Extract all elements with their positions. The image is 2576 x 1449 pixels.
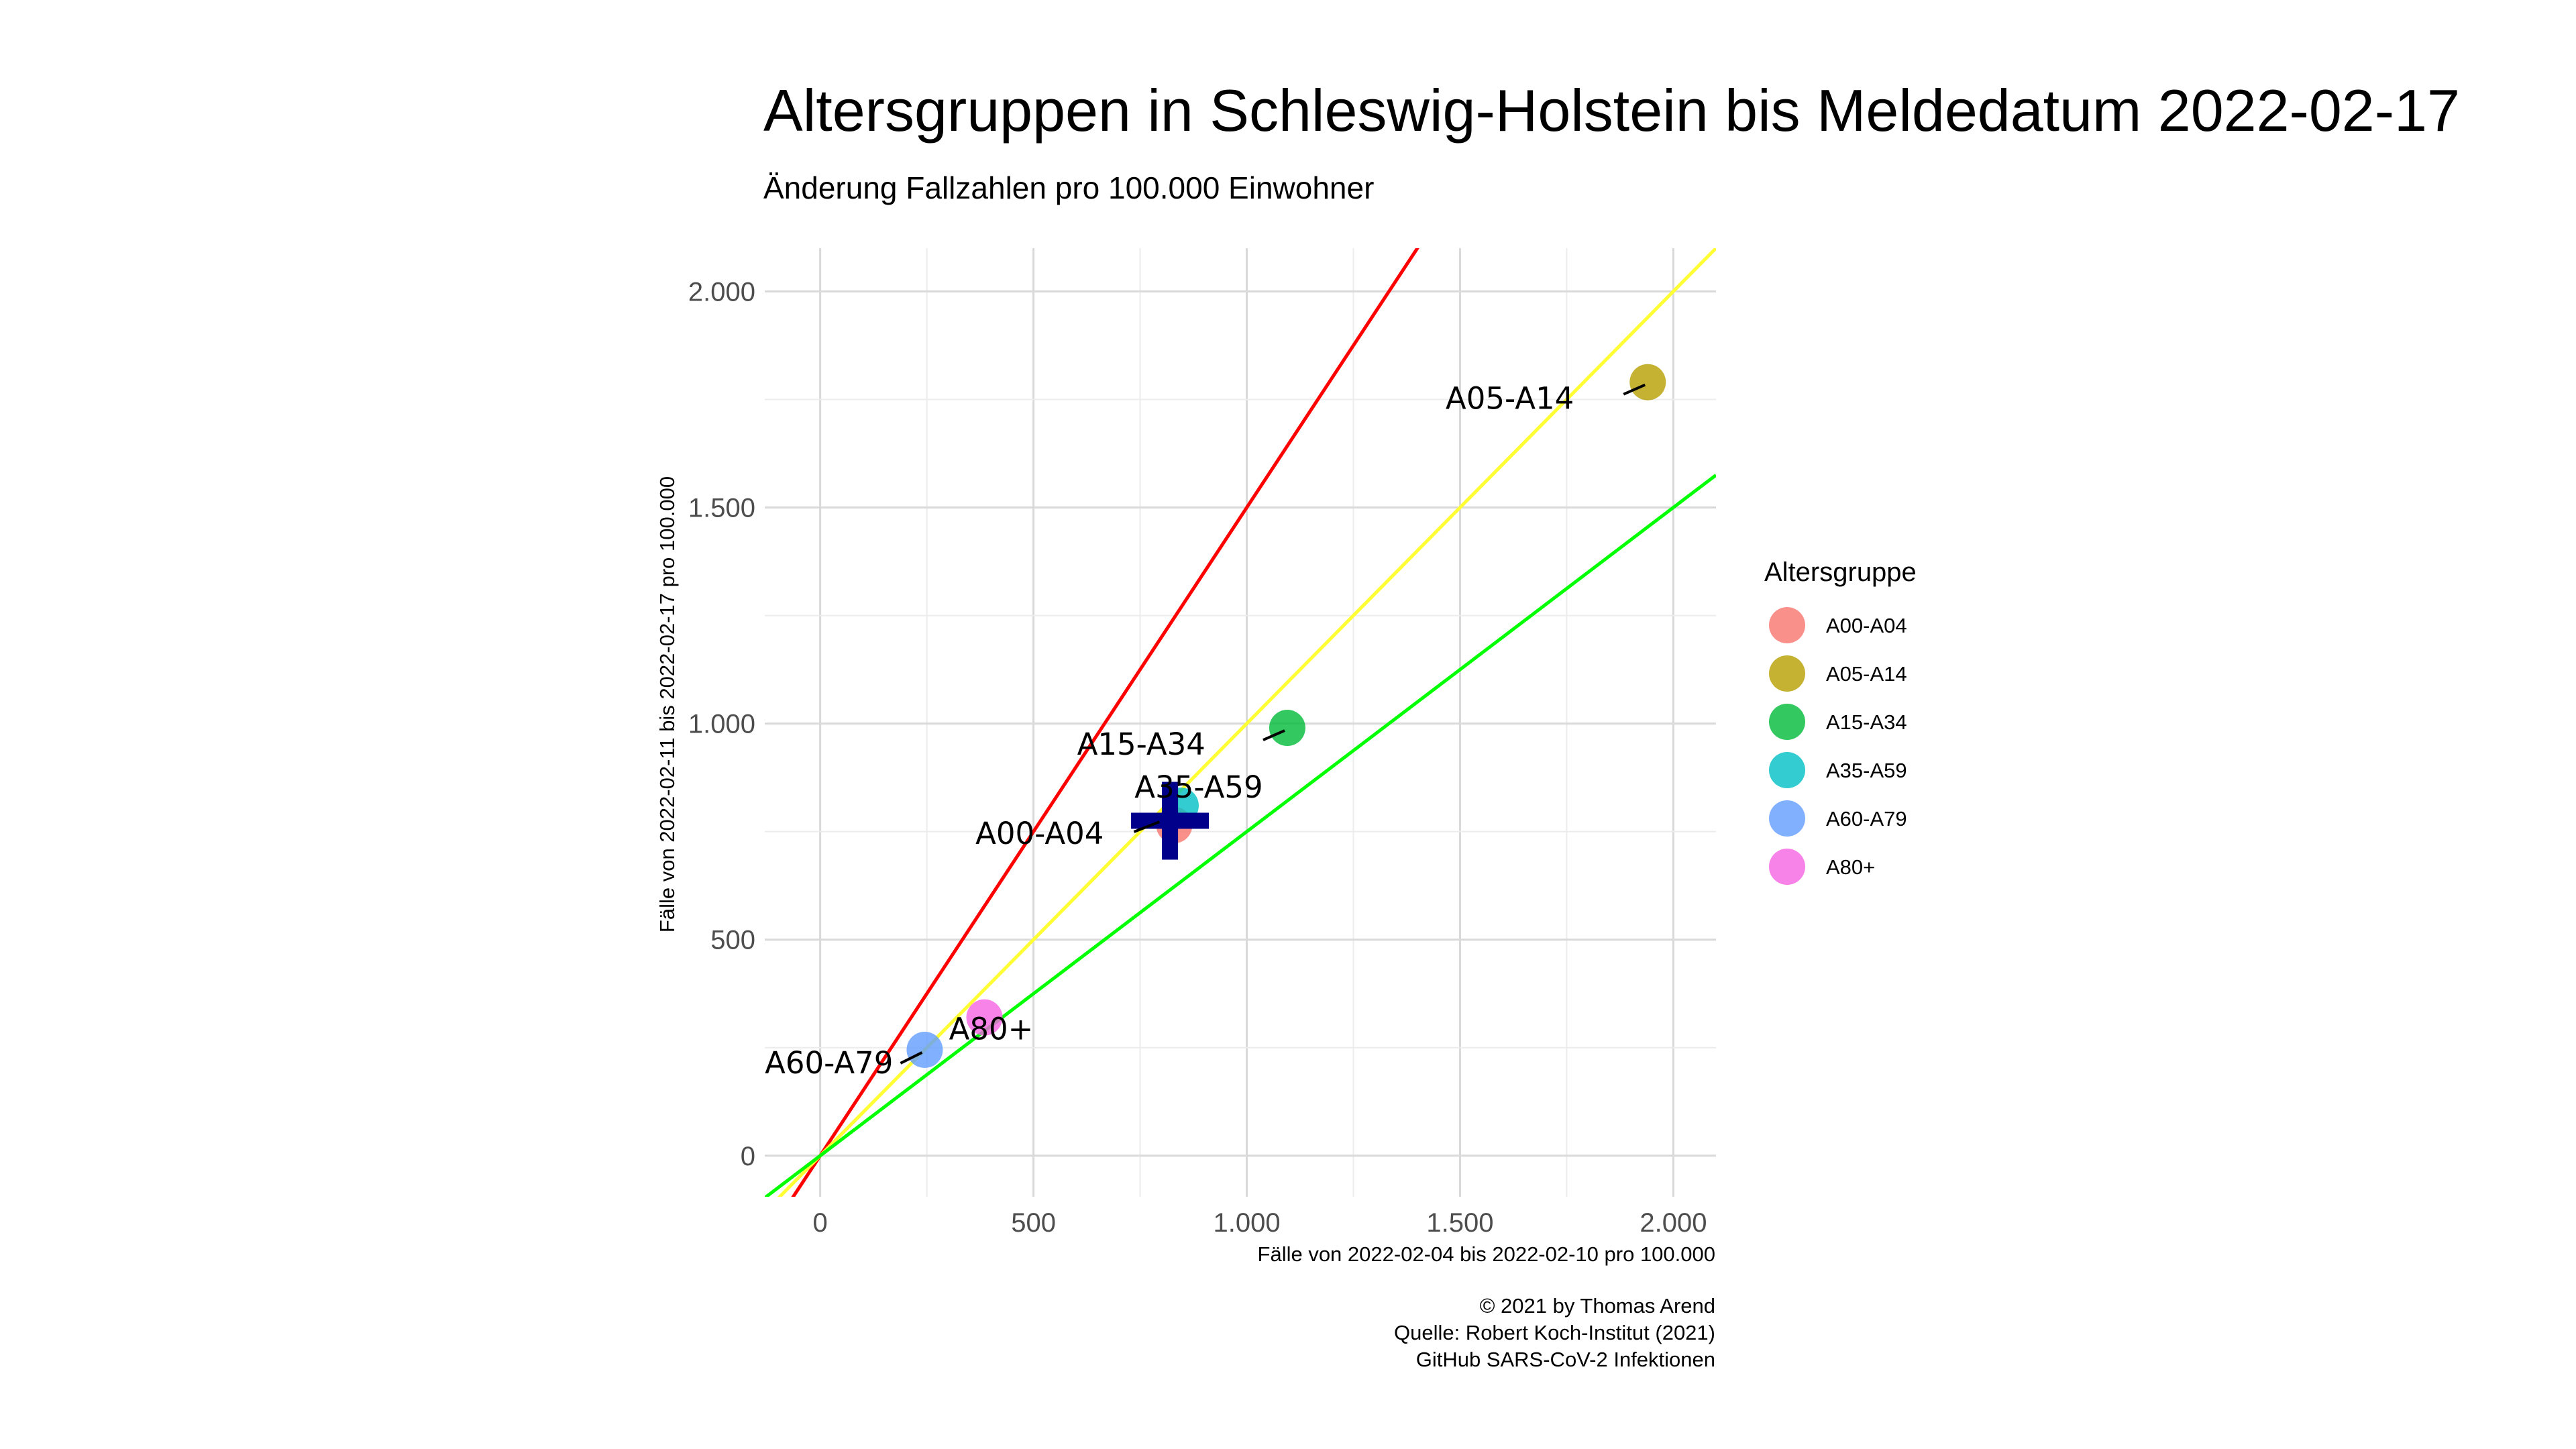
point-labels: A00-A04 A05-A14 A15-A34 A35-A59 A60-A79 A80+: [765, 381, 1574, 1081]
label-connector: [1623, 383, 1646, 396]
y-tick-label: 2.000: [688, 277, 755, 307]
label-connector: [1263, 729, 1285, 741]
legend-key-a35-a59: [1769, 752, 1805, 788]
chart-subtitle: Änderung Fallzahlen pro 100.000 Einwohne…: [763, 170, 1374, 205]
label-connector: [1133, 820, 1161, 833]
legend: A00-A04 A05-A14 A15-A34 A35-A59 A60-A79 A80+: [1769, 607, 1907, 885]
legend-key-a80plus: [1769, 849, 1805, 885]
reference-line: [765, 474, 1716, 1197]
legend-label-a80plus: A80+: [1826, 855, 1875, 879]
point-label-a80plus: A80+: [949, 1012, 1034, 1047]
y-tick-label: 1.000: [688, 710, 755, 739]
caption-github: GitHub SARS-CoV-2 Infektionen: [1416, 1348, 1715, 1371]
y-tick-label: 0: [741, 1142, 755, 1171]
x-tick-label: 1.500: [1426, 1208, 1493, 1238]
data-point-a60-a79: [906, 1031, 943, 1068]
label-connector: [900, 1051, 923, 1065]
caption-source: Quelle: Robert Koch-Institut (2021): [1394, 1321, 1715, 1344]
y-tick-label: 500: [710, 926, 755, 955]
legend-label-a05-a14: A05-A14: [1826, 662, 1907, 686]
legend-label-a60-a79: A60-A79: [1826, 807, 1907, 830]
y-axis-ticks: 0 500 1.000 1.500 2.000: [688, 277, 755, 1171]
x-tick-label: 0: [813, 1208, 828, 1238]
legend-label-a35-a59: A35-A59: [1826, 759, 1907, 782]
x-axis-ticks: 0 500 1.000 1.500 2.000: [813, 1208, 1707, 1238]
legend-label-a00-a04: A00-A04: [1826, 614, 1907, 637]
point-label-a05-a14: A05-A14: [1446, 381, 1574, 417]
legend-key-a60-a79: [1769, 800, 1805, 837]
legend-title: Altersgruppe: [1764, 557, 1917, 587]
point-label-a60-a79: A60-A79: [765, 1045, 893, 1081]
legend-key-a00-a04: [1769, 607, 1805, 643]
label-connectors: [900, 383, 1646, 1065]
point-label-a35-a59: A35-A59: [1134, 769, 1263, 805]
x-tick-label: 1.000: [1213, 1208, 1280, 1238]
reference-line: [791, 248, 1419, 1197]
legend-key-a15-a34: [1769, 704, 1805, 740]
mean-marker-group: [1131, 782, 1210, 860]
x-axis-title: Fälle von 2022-02-04 bis 2022-02-10 pro …: [1258, 1242, 1715, 1266]
x-tick-label: 500: [1011, 1208, 1056, 1238]
chart-title: Altersgruppen in Schleswig-Holstein bis …: [763, 77, 2460, 144]
data-point-a15-a34: [1269, 710, 1305, 747]
legend-label-a15-a34: A15-A34: [1826, 710, 1907, 734]
x-tick-label: 2.000: [1640, 1208, 1707, 1238]
data-points: [906, 364, 1666, 1068]
data-point-a80plus: [966, 999, 1003, 1036]
y-tick-label: 1.500: [688, 494, 755, 523]
point-label-a00-a04: A00-A04: [975, 816, 1104, 851]
point-label-a15-a34: A15-A34: [1077, 727, 1205, 762]
caption-copyright: © 2021 by Thomas Arend: [1480, 1294, 1715, 1318]
y-axis-title: Fälle von 2022-02-11 bis 2022-02-17 pro …: [655, 476, 679, 932]
legend-key-a05-a14: [1769, 655, 1805, 692]
data-point-a05-a14: [1629, 364, 1666, 400]
